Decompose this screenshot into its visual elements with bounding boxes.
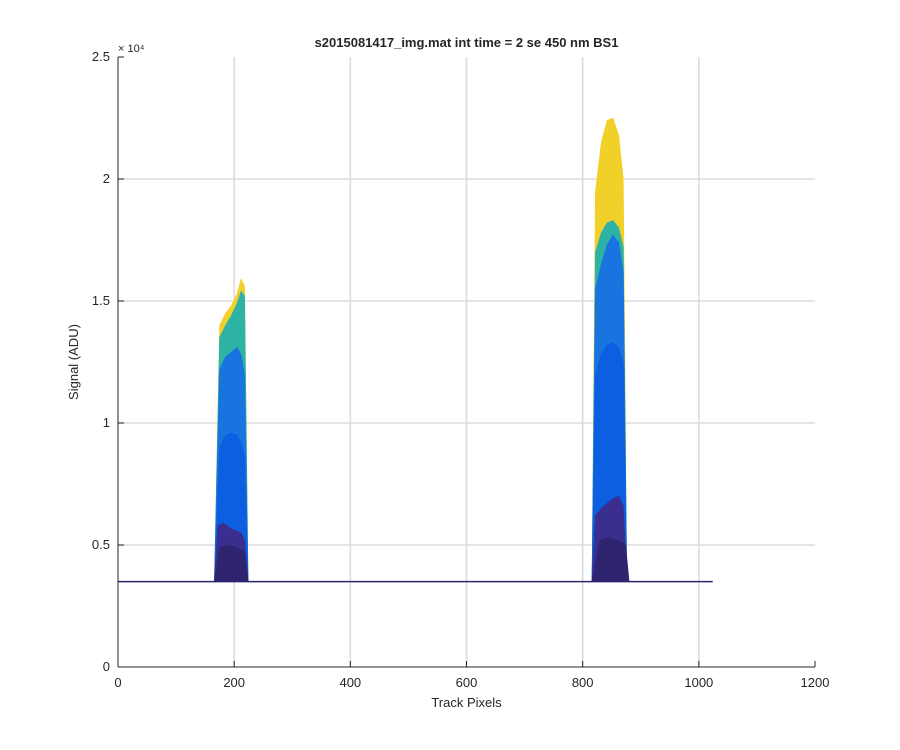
x-tick-label: 400 [339,675,361,690]
x-tick-label: 0 [114,675,121,690]
y-tick-label: 2.5 [92,49,110,64]
y-tick-label: 2 [103,171,110,186]
y-tick-label: 0 [103,659,110,674]
x-tick-label: 1200 [801,675,830,690]
y-tick-label: 0.5 [92,537,110,552]
y-exponent-label: × 10⁴ [118,43,145,55]
ticks-layer: 0 200 400 600 800 1000 1200 0 0.5 1 1.5 2 2.5 [92,49,830,690]
x-tick-label: 800 [572,675,594,690]
x-axis-label: Track Pixels [431,695,502,710]
series-layer [118,117,713,583]
x-tick-label: 600 [456,675,478,690]
x-tick-label: 200 [223,675,245,690]
x-tick-label: 1000 [684,675,713,690]
chart-title: s2015081417_img.mat int time = 2 se 450 … [315,35,619,50]
y-tick-label: 1.5 [92,293,110,308]
data-series [210,537,630,582]
y-axis-label: Signal (ADU) [66,324,81,400]
signal-peak-area [588,537,630,582]
y-tick-label: 1 [103,415,110,430]
